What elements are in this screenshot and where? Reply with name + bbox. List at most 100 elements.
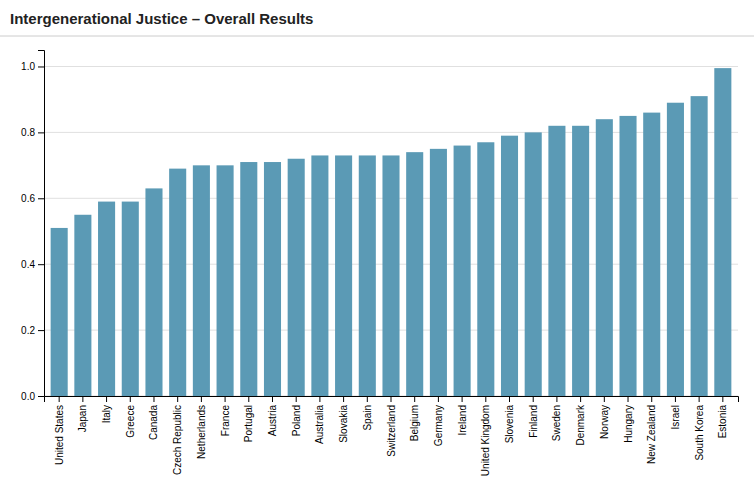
bar — [691, 96, 708, 396]
x-tick-label: Norway — [599, 405, 610, 439]
bar — [382, 155, 399, 396]
x-tick-label: Czech Republic — [172, 405, 183, 475]
x-tick: Slovenia — [504, 396, 515, 443]
y-axis-line — [38, 51, 45, 397]
bar — [240, 162, 257, 396]
x-tick-label: Slovakia — [338, 405, 349, 443]
x-tick-mark — [651, 396, 652, 402]
x-tick: Norway — [599, 396, 610, 439]
x-tick: Australia — [314, 396, 325, 444]
x-tick-mark — [367, 396, 368, 402]
x-tick: Japan — [77, 396, 88, 432]
x-tick-mark — [343, 396, 344, 402]
x-tick-mark — [699, 396, 700, 402]
x-tick-mark — [82, 396, 83, 402]
bar — [667, 103, 684, 396]
x-tick-label: Spain — [362, 405, 373, 431]
chart: Intergenerational Justice – Overall Resu… — [0, 0, 754, 496]
x-tick-label: Australia — [314, 405, 325, 444]
x-tick: Greece — [125, 396, 136, 438]
x-tick: Denmark — [575, 396, 586, 446]
x-tick-mark — [556, 396, 557, 402]
bar — [193, 165, 210, 396]
x-tick: Ireland — [457, 396, 468, 436]
x-tick: Austria — [267, 396, 278, 436]
y-tick-mark — [38, 132, 44, 133]
x-tick-mark — [153, 396, 154, 402]
bar — [406, 152, 423, 396]
x-tick: Belgium — [409, 396, 420, 441]
bar — [454, 146, 471, 396]
bar — [548, 126, 565, 396]
y-tick-label: 0.4 — [21, 259, 35, 270]
y-tick: 0.2 — [21, 325, 44, 336]
x-tick-mark — [628, 396, 629, 402]
x-tick-label: Canada — [148, 405, 159, 440]
x-tick: Poland — [291, 396, 302, 436]
x-tick-label: Italy — [101, 405, 112, 423]
x-tick: Spain — [362, 396, 373, 431]
y-tick-label: 0.8 — [21, 127, 35, 138]
bar — [217, 165, 234, 396]
grid-line — [44, 66, 738, 67]
x-tick-mark — [509, 396, 510, 402]
bar — [714, 68, 731, 396]
x-tick-label: United States — [54, 405, 65, 465]
bar — [477, 142, 494, 396]
x-tick-mark — [130, 396, 131, 402]
x-tick: Slovakia — [338, 396, 349, 443]
x-tick: Italy — [101, 396, 112, 423]
x-tick: Germany — [433, 396, 444, 446]
y-tick-label: 0.2 — [21, 325, 35, 336]
x-tick-mark — [604, 396, 605, 402]
x-tick-mark — [177, 396, 178, 402]
x-tick: Hungary — [623, 396, 634, 443]
x-tick-mark — [106, 396, 107, 402]
x-tick: New Zealand — [646, 396, 657, 464]
x-tick-mark — [59, 396, 60, 402]
y-tick: 0.4 — [21, 259, 44, 270]
x-tick-mark — [201, 396, 202, 402]
x-tick-mark — [533, 396, 534, 402]
y-tick-mark — [38, 396, 44, 397]
x-tick-label: Greece — [125, 405, 136, 438]
x-tick-mark — [391, 396, 392, 402]
y-tick-mark — [38, 198, 44, 199]
x-tick-label: Portugal — [243, 405, 254, 442]
x-tick-mark — [722, 396, 723, 402]
y-tick-label: 1.0 — [21, 61, 35, 72]
x-tick-label: Denmark — [575, 404, 586, 446]
x-tick-label: France — [220, 405, 231, 437]
x-tick-label: Belgium — [409, 405, 420, 441]
grid — [44, 66, 738, 396]
x-tick: Finland — [528, 396, 539, 438]
y-tick: 0.0 — [21, 391, 44, 402]
x-tick-label: Estonia — [717, 405, 728, 439]
x-tick-label: South Korea — [694, 405, 705, 461]
bar — [288, 159, 305, 396]
x-tick: Switzerland — [386, 396, 397, 457]
x-tick-mark — [319, 396, 320, 402]
x-tick: Canada — [148, 396, 159, 440]
y-tick-label: 0.6 — [21, 193, 35, 204]
x-tick: Netherlands — [196, 396, 207, 459]
x-tick-label: Netherlands — [196, 405, 207, 459]
bar — [619, 116, 636, 396]
x-tick-label: Switzerland — [386, 405, 397, 457]
x-tick-mark — [296, 396, 297, 402]
x-tick: United Kingdom — [480, 396, 491, 476]
x-tick: Sweden — [551, 396, 562, 441]
bar — [572, 126, 589, 396]
bar — [525, 132, 542, 396]
x-tick-mark — [225, 396, 226, 402]
x-tick: Czech Republic — [172, 396, 183, 475]
y-axis: 0.0 0.2 0.4 0.6 0.8 1.0 — [21, 51, 44, 402]
x-axis: United States Japan Italy Greece Canada Czech… — [45, 396, 739, 476]
bar — [74, 215, 91, 396]
x-tick-label: Israel — [670, 405, 681, 429]
x-tick-label: New Zealand — [646, 405, 657, 464]
y-tick: 1.0 — [21, 61, 44, 72]
x-tick-mark — [414, 396, 415, 402]
bar — [122, 202, 139, 396]
bar — [169, 169, 186, 396]
